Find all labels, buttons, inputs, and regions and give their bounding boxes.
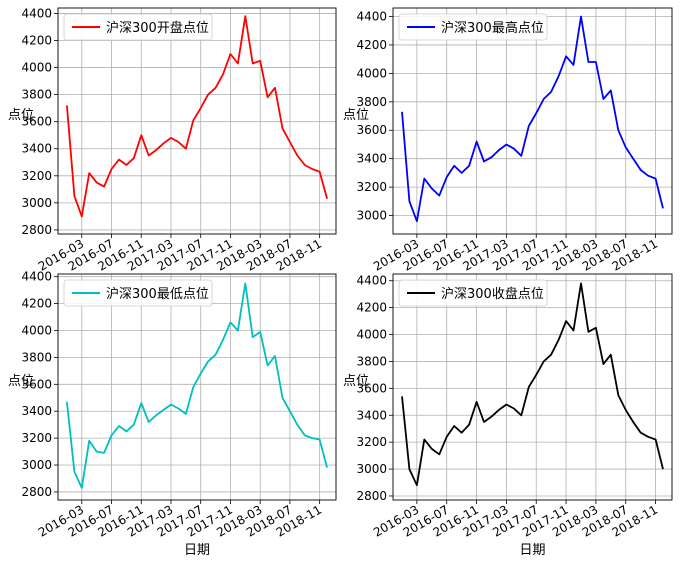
axes-frame [57,7,337,235]
y-tick-label: 3800 [356,354,387,368]
y-tick-label: 4000 [21,324,52,338]
y-tick-label: 4400 [356,10,387,24]
y-axis-label: 点位 [343,108,369,123]
y-tick-label: 4000 [21,61,52,75]
x-axis-label: 日期 [184,543,210,558]
legend: 沪深300开盘点位 [63,13,213,41]
y-tick-label: 3800 [21,88,52,102]
legend-box [63,279,213,307]
y-tick-label: 3600 [21,115,52,129]
axes-frame [57,273,337,501]
y-tick-label: 4400 [21,270,52,284]
y-tick-label: 3400 [356,152,387,166]
y-tick-label: 3000 [21,196,52,210]
y-tick-label: 3200 [356,435,387,449]
y-tick-label: 3000 [21,458,52,472]
y-axis-label: 点位 [8,108,34,123]
y-tick-label: 3600 [356,123,387,137]
y-tick-label: 3200 [21,431,52,445]
legend-box [398,279,548,307]
y-tick-label: 4400 [21,6,52,20]
y-tick-label: 2800 [356,489,387,503]
y-tick-label: 4400 [356,274,387,288]
legend-label: 沪深300最低点位 [106,286,209,302]
y-tick-label: 3400 [356,408,387,422]
legend-box [63,13,213,41]
series-line [401,15,664,223]
y-tick-label: 2800 [21,223,52,237]
axes-frame [392,7,673,235]
y-axis-label: 点位 [343,374,369,389]
x-axis-label: 日期 [519,543,545,558]
series-line [401,282,664,487]
y-tick-label: 3400 [21,404,52,418]
chart-panel-1: 2800300032003400360038004000420044002016… [8,6,337,274]
y-tick-label: 3600 [356,381,387,395]
y-tick-label: 4200 [356,301,387,315]
y-tick-label: 4000 [356,66,387,80]
legend-label: 沪深300收盘点位 [441,286,544,302]
y-tick-label: 2800 [21,485,52,499]
chart-panel-4: 2800300032003400360038004000420044002016… [343,273,673,558]
legend: 沪深300最低点位 [63,279,213,307]
legend: 沪深300收盘点位 [398,279,548,307]
y-tick-label: 3200 [21,169,52,183]
legend: 沪深300最高点位 [398,13,548,41]
chart-panel-3: 2800300032003400360038004000420044002016… [8,270,337,558]
legend-label: 沪深300最高点位 [441,20,544,36]
axes-frame [392,273,673,501]
legend-box [398,13,548,41]
series-line [66,282,328,489]
y-tick-label: 4000 [356,328,387,342]
y-tick-label: 3600 [21,377,52,391]
y-tick-label: 4200 [356,38,387,52]
series-line [66,15,328,218]
y-tick-label: 4200 [21,297,52,311]
y-tick-label: 3200 [356,180,387,194]
y-tick-label: 3400 [21,142,52,156]
y-tick-label: 3000 [356,462,387,476]
y-tick-label: 3800 [356,95,387,109]
legend-label: 沪深300开盘点位 [106,20,209,36]
y-tick-label: 3000 [356,209,387,223]
chart-panel-2: 300032003400360038004000420044002016-032… [343,7,673,274]
y-axis-label: 点位 [8,374,34,389]
y-tick-label: 4200 [21,33,52,47]
y-tick-label: 3800 [21,350,52,364]
